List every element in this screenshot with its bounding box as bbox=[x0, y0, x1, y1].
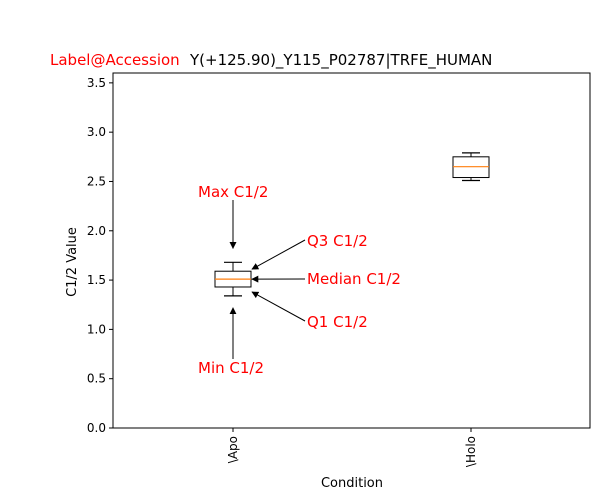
y-tick-label: 1.0 bbox=[87, 322, 106, 336]
annotation-label-max: Max C1/2 bbox=[198, 183, 268, 201]
annotation-label-median: Median C1/2 bbox=[307, 270, 401, 288]
annotation-label-q3: Q3 C1/2 bbox=[307, 232, 368, 250]
y-axis-label: C1/2 Value bbox=[65, 227, 80, 297]
y-tick-label: 0.5 bbox=[87, 372, 106, 386]
annotation-label-min: Min C1/2 bbox=[198, 359, 264, 377]
y-tick-label: 3.5 bbox=[87, 76, 106, 90]
y-tick-label: 0.0 bbox=[87, 421, 106, 435]
annotation-label-q1: Q1 C1/2 bbox=[307, 313, 368, 331]
annotations: Max C1/2 Q3 C1/2 Median C1/2 Q1 C1/2 Min C1/… bbox=[198, 183, 401, 377]
annotation-arrow-q3 bbox=[251, 239, 306, 270]
y-tick-label: 1.5 bbox=[87, 273, 106, 287]
box-series bbox=[214, 152, 490, 297]
y-axis: 0.0 0.5 1.0 1.5 2.0 2.5 3.0 3.5 bbox=[87, 76, 113, 435]
annotation-arrow-q1 bbox=[251, 291, 306, 322]
plot-area-frame bbox=[112, 72, 591, 429]
x-tick-label: \Holo bbox=[464, 436, 478, 467]
y-tick-label: 3.0 bbox=[87, 125, 106, 139]
chart-title: Y(+125.90)_Y115_P02787|TRFE_HUMAN bbox=[189, 51, 492, 70]
x-axis: \Apo \Holo bbox=[226, 428, 478, 467]
x-axis-label: Condition bbox=[321, 476, 383, 491]
y-tick-label: 2.0 bbox=[87, 224, 106, 238]
y-tick-label: 2.5 bbox=[87, 174, 106, 188]
chart-title-prefix: Label@Accession bbox=[50, 51, 180, 69]
x-tick-label: \Apo bbox=[226, 436, 240, 463]
